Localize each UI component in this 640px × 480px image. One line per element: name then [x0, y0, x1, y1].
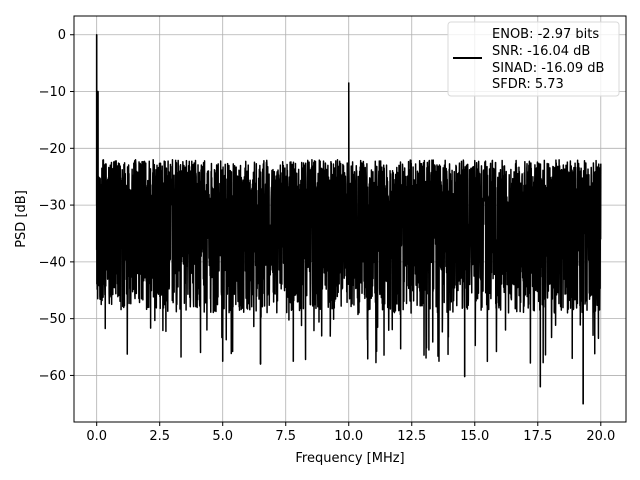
legend-box [447, 21, 620, 97]
y-tick-label: −40 [39, 255, 66, 270]
x-tick-label: 2.5 [149, 429, 170, 444]
x-tick-label: 5.0 [212, 429, 233, 444]
x-tick-label: 12.5 [397, 429, 426, 444]
legend-entry-snr: SNR: -16.04 dB [492, 44, 590, 59]
tick-layer: 0.0 2.5 5.0 7.5 10.0 12.5 15.0 17.5 20.0 0 −10 −20 −… [39, 28, 616, 444]
y-tick-label: 0 [58, 28, 66, 43]
y-tick-label: −60 [39, 369, 66, 384]
x-tick-label: 20.0 [586, 429, 615, 444]
y-tick-label: −10 [39, 85, 66, 100]
legend: ENOB: -2.97 bits SNR: -16.04 dB SINAD: -… [447, 21, 620, 97]
y-tick-label: −20 [39, 142, 66, 157]
x-axis-label: Frequency [MHz] [295, 451, 404, 466]
x-tick-label: 15.0 [460, 429, 489, 444]
y-tick-label: −30 [39, 199, 66, 214]
x-tick-label: 7.5 [275, 429, 296, 444]
x-tick-label: 10.0 [334, 429, 363, 444]
legend-entry-enob: ENOB: -2.97 bits [492, 27, 599, 42]
legend-entry-sfdr: SFDR: 5.73 [492, 77, 564, 92]
axes-frame [73, 15, 627, 423]
series-layer [95, 33, 602, 405]
y-axis-label: PSD [dB] [14, 190, 29, 248]
y-tick-label: −50 [39, 312, 66, 327]
x-tick-label: 17.5 [523, 429, 552, 444]
x-tick-label: 0.0 [86, 429, 107, 444]
legend-entry-sinad: SINAD: -16.09 dB [492, 61, 604, 76]
